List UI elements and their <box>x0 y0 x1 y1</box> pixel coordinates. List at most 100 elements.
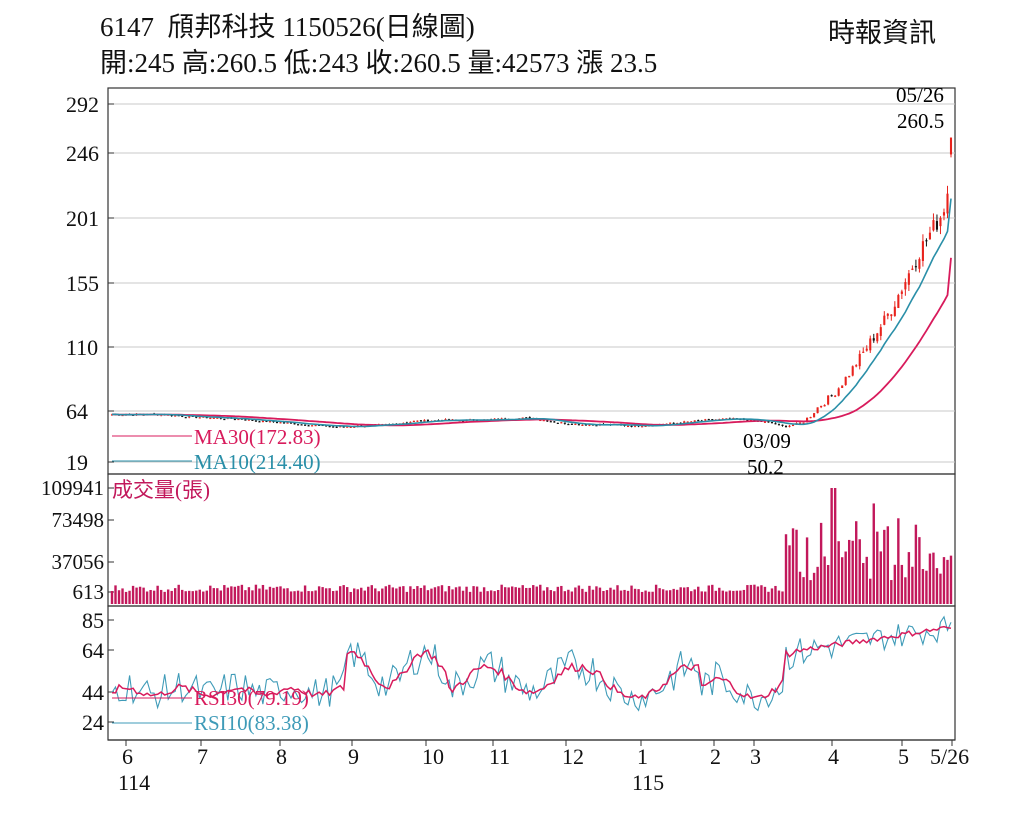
candle-body <box>426 419 429 422</box>
volume-bar <box>254 584 258 604</box>
annotation-last-value: 260.5 <box>897 109 944 133</box>
volume-bar <box>409 586 412 604</box>
volume-bar <box>570 591 574 604</box>
volume-bar <box>668 590 672 604</box>
volume-bar <box>166 589 170 604</box>
candle-body <box>307 425 310 427</box>
candle-body <box>823 404 826 407</box>
candle-body <box>282 422 286 424</box>
volume-bar <box>370 585 373 604</box>
volume-bar <box>163 591 166 604</box>
x-year-label: 115 <box>632 770 664 795</box>
candle-body <box>925 240 928 242</box>
volume-bar <box>426 590 430 604</box>
volume-bar <box>858 539 861 604</box>
volume-bar <box>170 590 173 604</box>
candle-body <box>883 315 886 325</box>
stock-name: 頎邦科技 <box>167 12 276 42</box>
rsi-tick-label: 44 <box>82 680 104 705</box>
candle-body <box>181 415 184 417</box>
candle-body <box>886 313 889 316</box>
volume-bar <box>630 585 633 604</box>
volume-bar <box>110 591 114 604</box>
candle-body <box>834 395 837 397</box>
volume-bar <box>756 586 760 604</box>
volume-bar <box>261 584 265 604</box>
candle-body <box>244 419 247 421</box>
volume-bar <box>114 585 117 604</box>
rsi30-line <box>111 625 952 700</box>
volume-bar <box>784 534 788 604</box>
volume-bar <box>286 588 289 604</box>
volume-bar <box>202 591 205 604</box>
candle-body <box>275 421 279 424</box>
volume-bar <box>865 556 868 604</box>
volume-tick-label: 37056 <box>52 550 105 574</box>
candle-body <box>265 420 268 422</box>
candle-body <box>788 425 791 427</box>
volume-bar <box>697 586 700 604</box>
volume-bar <box>760 585 763 604</box>
rsi10-legend: RSI10(83.38) <box>194 711 309 735</box>
x-tick-label: 4 <box>828 744 839 769</box>
volume-bar <box>939 573 942 604</box>
candle-body <box>297 424 300 426</box>
candle-body <box>412 420 415 423</box>
volume-bar <box>770 588 774 604</box>
volume-bar <box>475 586 479 604</box>
volume-bar <box>381 588 384 604</box>
candle-body <box>577 424 580 426</box>
volume-bar <box>363 590 366 604</box>
candle-body <box>876 333 879 342</box>
volume-bar <box>391 587 395 604</box>
volume-bar <box>482 587 486 604</box>
volume-bar <box>721 590 725 604</box>
x-tick-label: 5/26 <box>930 744 969 769</box>
volume-bar <box>823 556 826 604</box>
volume-bar <box>275 586 279 604</box>
price-tick-label: 201 <box>66 206 99 231</box>
volume-bar <box>577 585 581 604</box>
volume-bar <box>928 553 932 604</box>
volume-bar <box>556 586 560 604</box>
volume-bar <box>349 591 352 604</box>
candle-body <box>195 415 198 418</box>
candle-body <box>630 425 633 427</box>
candle-body <box>212 417 215 419</box>
x-year-label: 114 <box>118 770 150 795</box>
volume-bar <box>121 588 124 604</box>
volume-bar <box>728 590 732 604</box>
volume-bar <box>900 564 904 604</box>
volume-panel: 109941 73498 37056 613 <box>41 473 956 607</box>
candle-body <box>683 421 686 424</box>
volume-bar <box>296 590 300 604</box>
volume-bar <box>437 586 440 604</box>
candle-body <box>595 425 598 427</box>
candle-body <box>268 420 272 423</box>
ma30-line <box>111 257 952 427</box>
candle-body <box>770 422 774 424</box>
candle-body <box>802 422 805 424</box>
candle-body <box>827 395 830 405</box>
volume-bar <box>184 591 187 604</box>
candle-body <box>672 422 675 425</box>
candle-body <box>697 419 700 422</box>
volume-bar <box>532 585 535 604</box>
candle-body <box>848 375 851 378</box>
volume-bar <box>623 589 626 604</box>
volume-tick-label: 613 <box>73 580 105 604</box>
volume-bar <box>377 591 380 604</box>
volume-bar <box>465 586 468 604</box>
candle-body <box>574 423 577 425</box>
candle-body <box>314 424 317 427</box>
volume-bar <box>602 591 605 604</box>
candle-body <box>704 419 707 421</box>
volume-bar <box>907 552 911 604</box>
candle-body <box>820 405 823 408</box>
candle-body <box>556 422 559 425</box>
volume-bar <box>612 589 616 604</box>
candle-body <box>644 425 647 427</box>
volume-bar <box>272 587 275 604</box>
volume-bar <box>581 588 584 604</box>
